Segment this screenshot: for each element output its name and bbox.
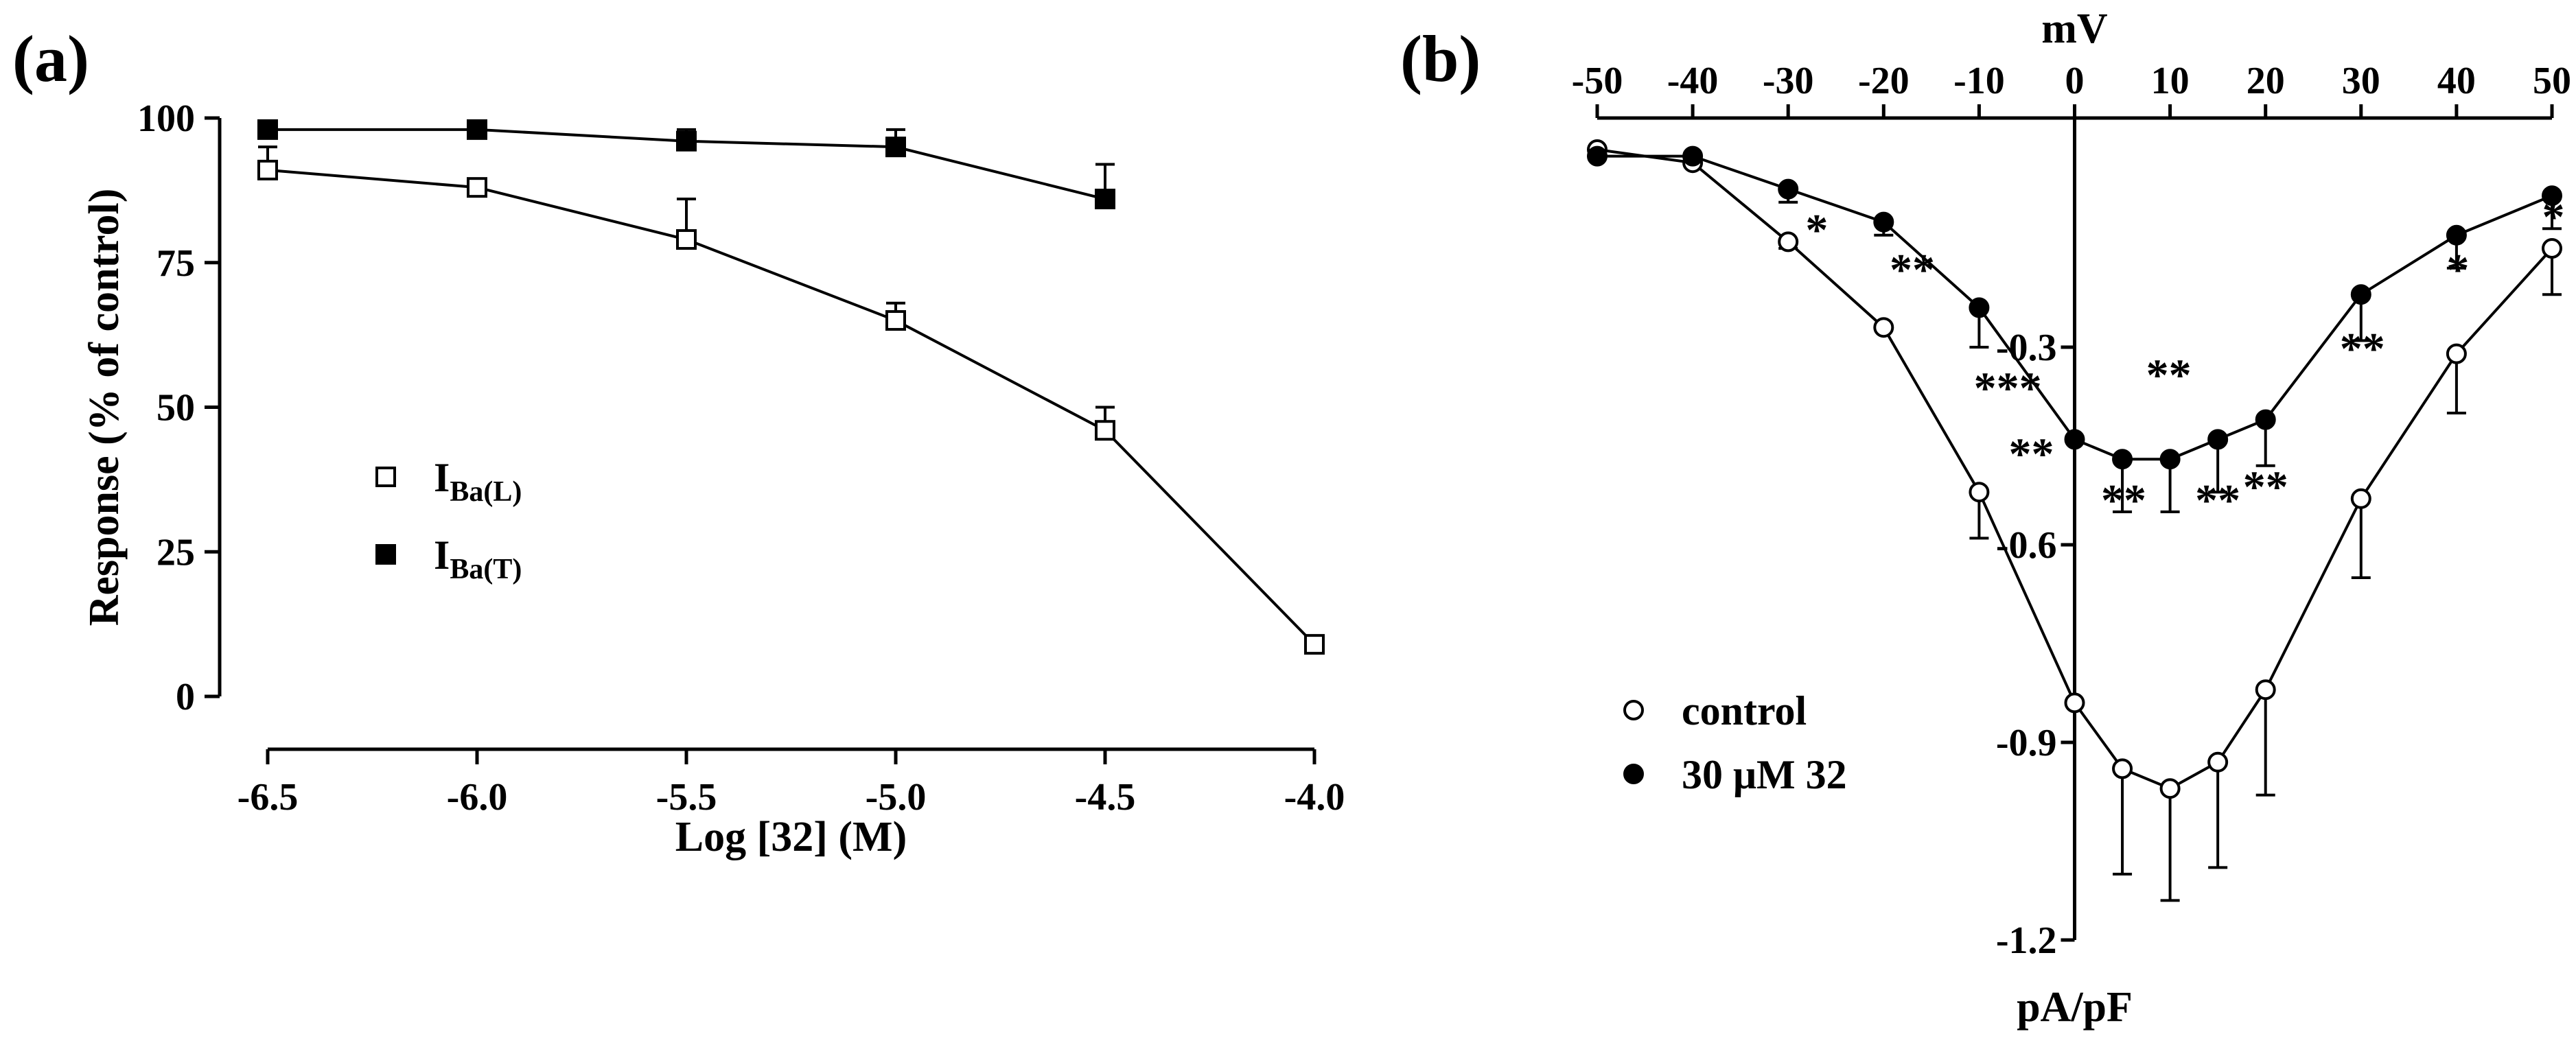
data-point bbox=[2159, 778, 2181, 799]
series-line bbox=[267, 168, 1316, 646]
legend-marker bbox=[375, 467, 396, 487]
panel-b-label: (b) bbox=[1400, 22, 1481, 95]
data-point bbox=[2207, 751, 2229, 773]
y-tick-label: 50 bbox=[156, 387, 195, 430]
data-point bbox=[2542, 185, 2562, 207]
data-point bbox=[1778, 178, 1799, 200]
x-axis-title: Log [32] (M) bbox=[675, 814, 907, 860]
x-tick-label: -10 bbox=[1953, 60, 2005, 102]
legend-entry: IBa(T) bbox=[434, 532, 522, 585]
x-tick-label: -6.5 bbox=[237, 776, 299, 819]
data-point bbox=[1587, 145, 1608, 167]
data-point bbox=[2446, 224, 2467, 246]
x-tick-label: 20 bbox=[2247, 60, 2285, 102]
data-point bbox=[1095, 189, 1115, 210]
y-tick-label: -0.9 bbox=[1996, 722, 2057, 764]
data-point bbox=[257, 119, 278, 140]
data-point bbox=[676, 130, 697, 152]
y-tick-label: -0.3 bbox=[1996, 327, 2057, 369]
y-axis-title: Response (% of control) bbox=[81, 189, 128, 626]
y-tick-label: 100 bbox=[137, 97, 195, 140]
y-tick-label: 25 bbox=[156, 531, 195, 574]
x-axis-title: mV bbox=[2041, 5, 2108, 52]
data-point bbox=[2159, 449, 2181, 470]
legend-entry-sub: Ba(T) bbox=[450, 554, 522, 585]
data-point bbox=[2207, 429, 2229, 450]
significance-marker: ** bbox=[1890, 245, 1935, 295]
significance-marker: *** bbox=[1974, 364, 2042, 414]
data-point bbox=[1969, 297, 1990, 318]
data-point bbox=[1778, 231, 1799, 252]
data-point bbox=[1969, 482, 1990, 503]
significance-marker: ** bbox=[2340, 324, 2385, 374]
legend-entry: 30 μM 32 bbox=[1682, 752, 1847, 797]
y-tick-label: 0 bbox=[176, 676, 195, 718]
legend-marker bbox=[375, 544, 396, 565]
data-point bbox=[1873, 211, 1894, 233]
data-point bbox=[2255, 409, 2276, 430]
y-axis-title: pA/pF bbox=[2017, 984, 2133, 1031]
x-tick-label: -5.0 bbox=[866, 776, 927, 819]
legend-marker bbox=[1623, 700, 1644, 720]
x-tick-label: -5.5 bbox=[656, 776, 717, 819]
data-point bbox=[2112, 758, 2133, 779]
x-tick-label: -4.0 bbox=[1284, 776, 1345, 819]
x-tick-label: -30 bbox=[1763, 60, 1814, 102]
legend-entry-sub: Ba(L) bbox=[450, 476, 522, 508]
legend-entry: control bbox=[1682, 688, 1807, 733]
data-point bbox=[467, 119, 487, 140]
x-tick-label: 40 bbox=[2437, 60, 2476, 102]
data-point bbox=[1873, 317, 1894, 338]
y-tick-label: -0.6 bbox=[1996, 524, 2057, 567]
data-point bbox=[885, 310, 906, 331]
data-point bbox=[2350, 488, 2371, 509]
significance-marker: ** bbox=[2195, 475, 2240, 526]
y-tick-label: -1.2 bbox=[1996, 919, 2057, 962]
y-tick-label: 75 bbox=[156, 242, 195, 285]
data-point bbox=[2446, 343, 2467, 364]
significance-marker: * bbox=[2542, 192, 2565, 242]
x-tick-label: -6.0 bbox=[447, 776, 508, 819]
data-point bbox=[2542, 238, 2562, 259]
significance-marker: ** bbox=[2243, 462, 2288, 513]
x-tick-label: -4.5 bbox=[1075, 776, 1136, 819]
x-tick-label: -20 bbox=[1858, 60, 1910, 102]
legend-entry: IBa(L) bbox=[434, 455, 522, 508]
x-tick-label: 0 bbox=[2065, 60, 2085, 102]
data-point bbox=[2350, 284, 2371, 305]
data-point bbox=[676, 229, 697, 250]
data-point bbox=[257, 159, 278, 180]
significance-marker: ** bbox=[2146, 350, 2192, 400]
data-point bbox=[2112, 449, 2133, 470]
data-point bbox=[1095, 420, 1115, 441]
data-point bbox=[2064, 692, 2085, 714]
data-point bbox=[467, 177, 487, 198]
panel-a-label: (a) bbox=[12, 22, 89, 95]
x-tick-label: 10 bbox=[2151, 60, 2190, 102]
legend-entry-main: I bbox=[434, 532, 450, 578]
panel-b: (b) -50 -40 -30 -20 -10 0 10 20 30 40 50 mV -0.3 -0.6 -… bbox=[1400, 5, 2571, 1031]
significance-marker: ** bbox=[2101, 475, 2146, 526]
x-tick-label: -50 bbox=[1572, 60, 1623, 102]
significance-marker: ** bbox=[2009, 430, 2054, 480]
data-point bbox=[885, 137, 906, 158]
data-point bbox=[2255, 679, 2276, 701]
significance-marker: * bbox=[1805, 205, 1828, 255]
x-tick-label: 30 bbox=[2342, 60, 2380, 102]
legend-entry-main: I bbox=[434, 455, 450, 500]
significance-marker: * bbox=[2446, 245, 2469, 295]
data-point bbox=[1304, 634, 1325, 655]
panel-a: (a) 0 25 50 75 100 Response (% of control) -6.5… bbox=[12, 22, 1345, 860]
x-tick-label: -40 bbox=[1667, 60, 1719, 102]
data-point bbox=[1682, 145, 1704, 167]
legend-marker bbox=[1623, 764, 1644, 784]
x-tick-label: 50 bbox=[2533, 60, 2571, 102]
data-point bbox=[2064, 429, 2085, 450]
